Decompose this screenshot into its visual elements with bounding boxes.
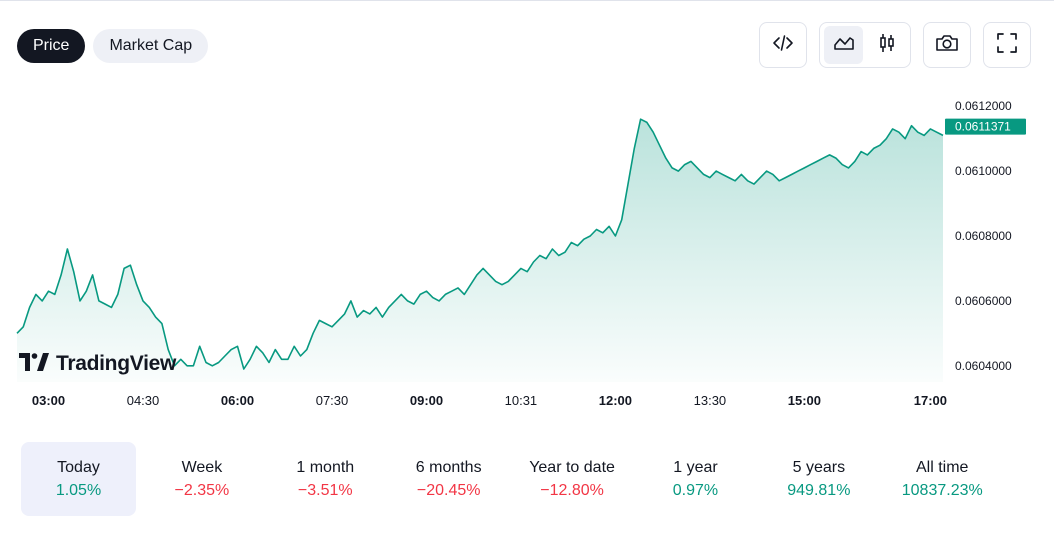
x-tick-label: 12:00 xyxy=(599,393,632,408)
tradingview-wordmark: TradingView xyxy=(56,352,177,375)
period-button[interactable]: 5 years 949.81% xyxy=(761,442,876,516)
y-tick-label: 0.0608000 xyxy=(955,229,1012,243)
y-tick-label: 0.0612000 xyxy=(955,99,1012,113)
period-label: Week xyxy=(181,458,223,476)
last-price-label: 0.0611371 xyxy=(955,120,1011,134)
period-label: 1 year xyxy=(673,458,718,476)
period-change-value: 949.81% xyxy=(787,481,851,499)
period-button[interactable]: 1 month −3.51% xyxy=(268,442,383,516)
x-tick-label: 09:00 xyxy=(410,393,443,408)
x-tick-label: 07:30 xyxy=(316,393,349,408)
period-label: All time xyxy=(916,458,969,476)
period-button[interactable]: Year to date −12.80% xyxy=(515,442,630,516)
code-icon xyxy=(772,32,794,59)
x-tick-label: 06:00 xyxy=(221,393,254,408)
period-change-value: −3.51% xyxy=(297,481,353,499)
line-style-button[interactable] xyxy=(824,26,863,64)
price-line xyxy=(16,118,944,370)
x-tick-label: 03:00 xyxy=(32,393,65,408)
snapshot-button[interactable] xyxy=(923,22,971,68)
period-button[interactable]: Today 1.05% xyxy=(21,442,136,516)
x-tick-label: 17:00 xyxy=(914,393,947,408)
embed-button[interactable] xyxy=(759,22,807,68)
chart-style-group xyxy=(819,22,911,68)
performance-periods: Today 1.05% Week −2.35% 1 month −3.51% 6 month… xyxy=(21,442,1008,516)
period-change-value: 1.05% xyxy=(55,481,102,499)
period-button[interactable]: Week −2.35% xyxy=(144,442,259,516)
period-change-value: −2.35% xyxy=(174,481,230,499)
y-tick-label: 0.0606000 xyxy=(955,294,1012,308)
camera-icon xyxy=(935,33,959,58)
last-price-badge xyxy=(945,118,1026,135)
x-tick-label: 13:30 xyxy=(694,393,727,408)
period-change-value: −12.80% xyxy=(540,481,604,499)
period-label: Year to date xyxy=(529,458,615,476)
price-chart: 0.0604000 0.0606000 0.0608000 0.0610000 0.06… xyxy=(16,99,1026,408)
candles-style-button[interactable] xyxy=(867,26,906,64)
tradingview-logo-icon xyxy=(19,352,49,376)
period-button[interactable]: 6 months −20.45% xyxy=(391,442,506,516)
period-label: 5 years xyxy=(792,458,846,476)
tradingview-watermark: TradingView xyxy=(19,352,176,376)
period-button[interactable]: All time 10837.23% xyxy=(885,442,1000,516)
price-area-fill xyxy=(17,119,943,382)
y-tick-label: 0.0604000 xyxy=(955,359,1012,373)
candlestick-icon xyxy=(878,33,896,58)
market-cap-tab[interactable]: Market Cap xyxy=(93,29,209,63)
period-button[interactable]: 1 year 0.97% xyxy=(638,442,753,516)
x-tick-label: 10:31 xyxy=(505,393,538,408)
x-tick-label: 04:30 xyxy=(127,393,160,408)
top-divider xyxy=(0,0,1054,1)
price-tab[interactable]: Price xyxy=(17,29,86,63)
chart-mode-toggle: Price Market Cap xyxy=(17,29,209,63)
period-change-value: 0.97% xyxy=(672,481,719,499)
period-label: Today xyxy=(57,458,100,476)
period-label: 1 month xyxy=(296,458,355,476)
fullscreen-icon xyxy=(996,32,1018,59)
period-change-value: 10837.23% xyxy=(901,481,983,499)
line-chart-icon xyxy=(833,34,855,57)
period-label: 6 months xyxy=(415,458,482,476)
y-tick-label: 0.0610000 xyxy=(955,164,1012,178)
period-change-value: −20.45% xyxy=(416,481,481,499)
fullscreen-button[interactable] xyxy=(983,22,1031,68)
x-tick-label: 15:00 xyxy=(788,393,821,408)
